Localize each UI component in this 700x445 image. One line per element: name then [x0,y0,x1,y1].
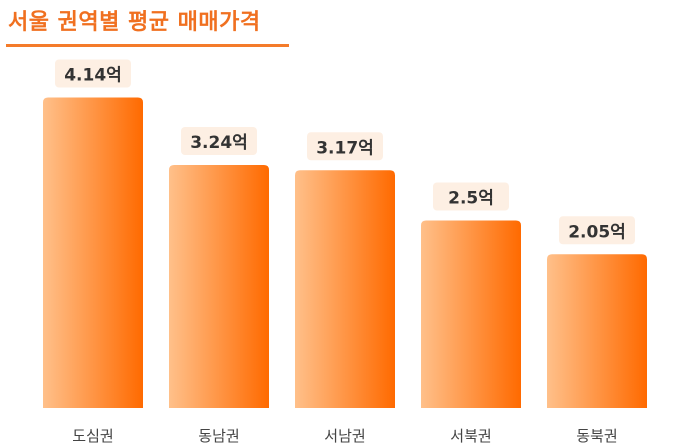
data-label-bg [559,216,635,245]
bar-2 [169,165,269,408]
data-label-bg [433,182,509,211]
bar-3 [295,170,395,408]
bar-1 [43,97,143,408]
data-label: 3.17억 [316,138,374,158]
data-label-bg [307,132,383,161]
data-label: 4.14억 [64,66,122,86]
data-label-bg [181,127,257,155]
category-label: 서북권 [450,427,491,445]
data-label: 3.24억 [190,133,248,153]
title-underline [6,44,289,47]
category-label: 동북권 [576,427,617,445]
category-label: 동남권 [198,427,239,445]
data-label-bg [55,59,131,88]
bar-4 [421,220,521,408]
category-label: 서남권 [324,427,365,445]
category-label: 도심권 [72,427,113,445]
data-label: 2.5억 [448,189,494,209]
bar-5 [547,254,647,408]
chart-title: 서울 권역별 평균 매매가격 [8,10,261,35]
data-label: 2.05억 [568,222,626,242]
